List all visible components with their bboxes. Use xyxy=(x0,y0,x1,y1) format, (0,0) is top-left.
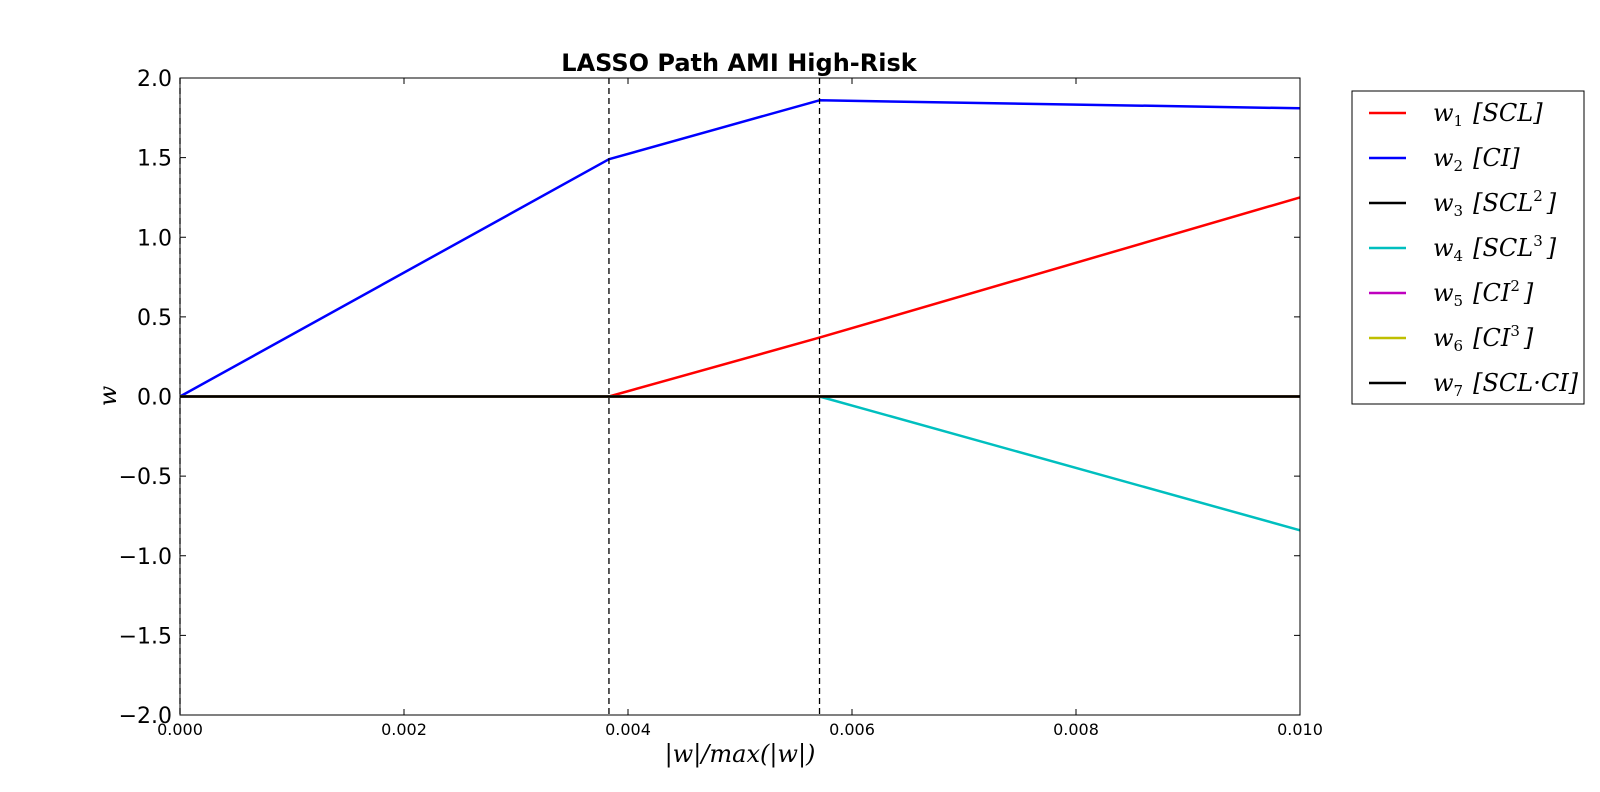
series-line-w4 xyxy=(180,395,1301,532)
legend-label-w5: w5 [CI2] xyxy=(1433,277,1534,310)
y-tick-label: −0.5 xyxy=(119,465,172,490)
tick-layer: 0.000 0.002 0.004 0.006 0.008 0.010 2.0 1.5 1.0 0… xyxy=(119,67,1323,739)
y-tick-label: 1.5 xyxy=(137,147,172,172)
legend-label-w2: w2 [CI] xyxy=(1433,144,1520,175)
chart-title: LASSO Path AMI High-Risk xyxy=(561,49,917,77)
y-tick-label: 0.5 xyxy=(137,306,172,331)
y-tick-label: 1.0 xyxy=(137,226,172,251)
x-axis-label: |w|/max(|w|) xyxy=(665,740,816,769)
legend-label-w3: w3 [SCL2] xyxy=(1433,187,1557,220)
x-tick-label: 0.008 xyxy=(1053,720,1099,739)
legend-label-w6: w6 [CI3] xyxy=(1433,322,1534,355)
y-tick-label: 0.0 xyxy=(137,386,172,411)
series-line-w1 xyxy=(180,196,1301,398)
y-tick-label: −1.0 xyxy=(119,545,172,570)
x-tick-label: 0.004 xyxy=(605,720,651,739)
series-line-w2 xyxy=(179,99,1301,398)
y-tick-label: −2.0 xyxy=(119,704,172,729)
legend-label-w1: w1 [SCL] xyxy=(1433,99,1543,130)
x-tick-label: 0.006 xyxy=(829,720,875,739)
legend-label-w7: w7 [SCL·CI] xyxy=(1433,369,1579,400)
legend-items: w1 [SCL] w2 [CI] w3 [SCL2] w4 [SCL3] w5 [CI2] w6 [C… xyxy=(1369,99,1579,400)
x-tick-label: 0.010 xyxy=(1277,720,1323,739)
y-axis-label: w xyxy=(94,385,122,406)
x-tick-label: 0.002 xyxy=(381,720,427,739)
series-layer xyxy=(179,99,1301,532)
x-tick-label: 0.000 xyxy=(157,720,203,739)
legend-label-w4: w4 [SCL3] xyxy=(1433,232,1557,265)
legend: w1 [SCL] w2 [CI] w3 [SCL2] w4 [SCL3] w5 [CI2] w6 [C… xyxy=(1351,90,1585,405)
y-tick-label: 2.0 xyxy=(137,67,172,92)
y-tick-label: −1.5 xyxy=(119,624,172,649)
